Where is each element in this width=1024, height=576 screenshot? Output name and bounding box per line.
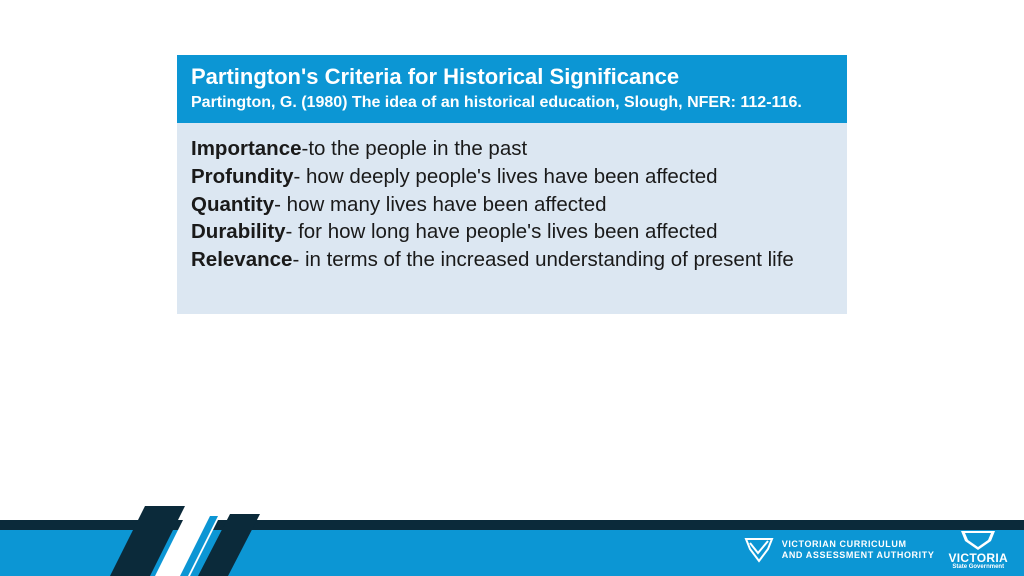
criteria-row: Profundity- how deeply people's lives ha… xyxy=(191,163,833,191)
vcaa-line2: AND ASSESSMENT AUTHORITY xyxy=(782,550,935,560)
criteria-term: Importance xyxy=(191,137,302,160)
criteria-desc: -to the people in the past xyxy=(302,137,528,160)
vcaa-text: VICTORIAN CURRICULUM AND ASSESSMENT AUTH… xyxy=(782,539,935,560)
victoria-shield-icon xyxy=(958,529,998,551)
header-subtitle: Partington, G. (1980) The idea of an his… xyxy=(191,93,833,114)
criteria-term: Relevance xyxy=(191,248,292,271)
header-bar: Partington's Criteria for Historical Sig… xyxy=(177,55,847,123)
brand-area: VICTORIAN CURRICULUM AND ASSESSMENT AUTH… xyxy=(744,529,1008,570)
criteria-term: Quantity xyxy=(191,193,274,216)
footer: VICTORIAN CURRICULUM AND ASSESSMENT AUTH… xyxy=(0,520,1024,576)
criteria-desc: - for how long have people's lives been … xyxy=(286,220,718,243)
criteria-row: Importance-to the people in the past xyxy=(191,135,833,163)
content-box: Partington's Criteria for Historical Sig… xyxy=(177,55,847,314)
criteria-row: Durability- for how long have people's l… xyxy=(191,218,833,246)
slide: Partington's Criteria for Historical Sig… xyxy=(0,0,1024,576)
criteria-desc: - how deeply people's lives have been af… xyxy=(294,165,718,188)
criteria-row: Relevance- in terms of the increased und… xyxy=(191,246,833,274)
victoria-label: VICTORIA xyxy=(948,551,1008,565)
victoria-sublabel: State Government xyxy=(952,564,1004,570)
vcaa-shield-icon xyxy=(744,537,774,563)
vcaa-logo: VICTORIAN CURRICULUM AND ASSESSMENT AUTH… xyxy=(744,537,935,563)
criteria-desc: - in terms of the increased understandin… xyxy=(292,248,793,271)
vcaa-line1: VICTORIAN CURRICULUM xyxy=(782,539,935,549)
criteria-term: Durability xyxy=(191,220,286,243)
criteria-row: Quantity- how many lives have been affec… xyxy=(191,191,833,219)
criteria-term: Profundity xyxy=(191,165,294,188)
criteria-panel: Importance-to the people in the past Pro… xyxy=(177,123,847,313)
victoria-gov-logo: VICTORIA State Government xyxy=(948,529,1008,570)
header-title: Partington's Criteria for Historical Sig… xyxy=(191,63,833,91)
criteria-desc: - how many lives have been affected xyxy=(274,193,606,216)
